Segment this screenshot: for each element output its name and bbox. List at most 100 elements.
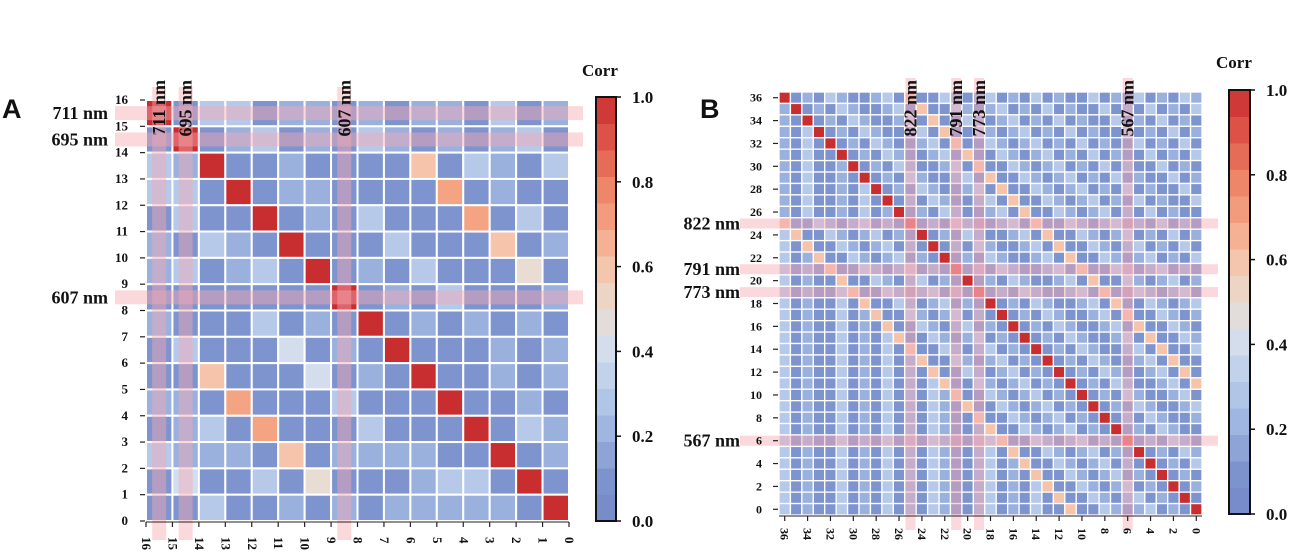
heatmap-cell — [846, 365, 860, 379]
heatmap-cell — [869, 445, 883, 459]
heatmap-cell — [869, 354, 883, 368]
heatmap-cell — [869, 228, 883, 242]
heatmap-cell — [835, 239, 849, 253]
heatmap-cell — [1041, 491, 1055, 505]
heatmap-cell — [961, 251, 975, 265]
colorbar-step — [596, 282, 616, 310]
heatmap-cell — [1155, 91, 1169, 105]
heatmap-cell — [1109, 308, 1123, 322]
heatmap-cell — [926, 91, 940, 105]
heatmap-cell — [462, 414, 491, 444]
heatmap-cell — [778, 274, 792, 288]
heatmap-cell — [488, 493, 518, 522]
heatmap-cell — [1144, 377, 1157, 390]
heatmap-cell — [1189, 205, 1203, 219]
heatmap-cell — [778, 205, 792, 219]
heatmap-cell — [277, 309, 306, 338]
heatmap-cell — [1155, 205, 1169, 219]
heatmap-cell — [435, 388, 465, 417]
heatmap-cell — [250, 177, 280, 207]
heatmap-cell — [961, 388, 975, 402]
heatmap-cell — [303, 125, 333, 154]
heatmap-cell — [1006, 297, 1020, 310]
heatmap-cell — [1006, 228, 1020, 242]
y-tick-label: 2 — [756, 479, 762, 493]
heatmap-cell — [869, 251, 883, 265]
heatmap-cell — [541, 230, 570, 259]
heatmap-cell — [1132, 491, 1146, 505]
heatmap-cell — [488, 335, 518, 365]
heatmap-cell — [926, 491, 940, 505]
heatmap-cell — [1052, 194, 1066, 207]
highlight-band-row — [115, 106, 583, 121]
heatmap-cell — [1052, 365, 1066, 379]
heatmap-cell — [462, 151, 491, 180]
heatmap-cell — [1018, 468, 1032, 482]
heatmap-cell — [1064, 365, 1077, 379]
heatmap-cell — [1098, 274, 1112, 288]
heatmap-cell — [995, 274, 1009, 288]
heatmap-cell — [1098, 445, 1112, 459]
heatmap-cell — [789, 137, 803, 150]
heatmap-cell — [915, 194, 929, 207]
x-tick-label: 12 — [245, 537, 260, 550]
heatmap-cell — [881, 91, 894, 105]
heatmap-cell — [835, 445, 849, 459]
heatmap-cell — [892, 331, 906, 345]
heatmap-cell — [835, 342, 849, 356]
heatmap-cell — [995, 205, 1009, 219]
heatmap-cell — [1052, 239, 1066, 253]
colorbar-step — [596, 468, 616, 495]
heatmap-cell — [926, 205, 940, 219]
heatmap-cell — [515, 309, 544, 338]
heatmap-cell — [488, 441, 518, 470]
heatmap-cell — [1178, 354, 1192, 368]
heatmap-cell — [541, 151, 570, 180]
heatmap-cell — [1109, 319, 1123, 333]
heatmap-cell — [801, 239, 814, 253]
heatmap-cell — [1006, 91, 1020, 105]
heatmap-cell — [1041, 319, 1055, 333]
heatmap-cell — [488, 177, 518, 207]
heatmap-cell — [926, 400, 940, 413]
heatmap-cell — [938, 354, 952, 368]
heatmap-cell — [1178, 205, 1192, 219]
heatmap-cell — [1144, 297, 1157, 310]
heatmap-cell — [1052, 159, 1066, 173]
heatmap-cell — [915, 274, 929, 288]
heatmap-cell — [984, 480, 997, 493]
heatmap-cell — [1178, 171, 1192, 185]
y-tick-label: 28 — [750, 182, 762, 196]
heatmap-cell — [789, 205, 803, 219]
heatmap-cell — [197, 125, 227, 154]
heatmap-cell — [303, 204, 333, 233]
heatmap-cell — [789, 457, 803, 470]
heatmap-cell — [869, 205, 883, 219]
heatmap-cell — [915, 400, 929, 413]
heatmap-cell — [778, 125, 792, 139]
heatmap-cell — [858, 342, 872, 356]
heatmap-cell — [1018, 457, 1032, 470]
heatmap-cell — [330, 362, 359, 391]
heatmap-cell — [846, 319, 860, 333]
heatmap-cell — [892, 480, 906, 493]
heatmap-cell — [812, 491, 826, 505]
heatmap-cell — [1041, 400, 1055, 413]
heatmap-cell — [1167, 457, 1180, 470]
colorbar-tick-label: 0.8 — [1266, 166, 1287, 185]
heatmap-cell — [1041, 365, 1055, 379]
heatmap-cell — [488, 256, 518, 286]
wavelength-row-label: 791 nm — [683, 259, 740, 279]
heatmap-cell — [1178, 148, 1192, 162]
heatmap-cell — [1064, 114, 1077, 127]
heatmap-cell — [892, 502, 906, 516]
heatmap-cell — [1052, 400, 1066, 413]
heatmap-cell — [1167, 331, 1180, 345]
heatmap-cell — [462, 362, 491, 391]
heatmap-cell — [789, 388, 803, 402]
heatmap-cell — [995, 102, 1009, 116]
heatmap-cell — [778, 148, 792, 162]
heatmap-cell — [915, 182, 929, 196]
heatmap-cell — [858, 159, 872, 173]
heatmap-cell — [881, 331, 894, 345]
